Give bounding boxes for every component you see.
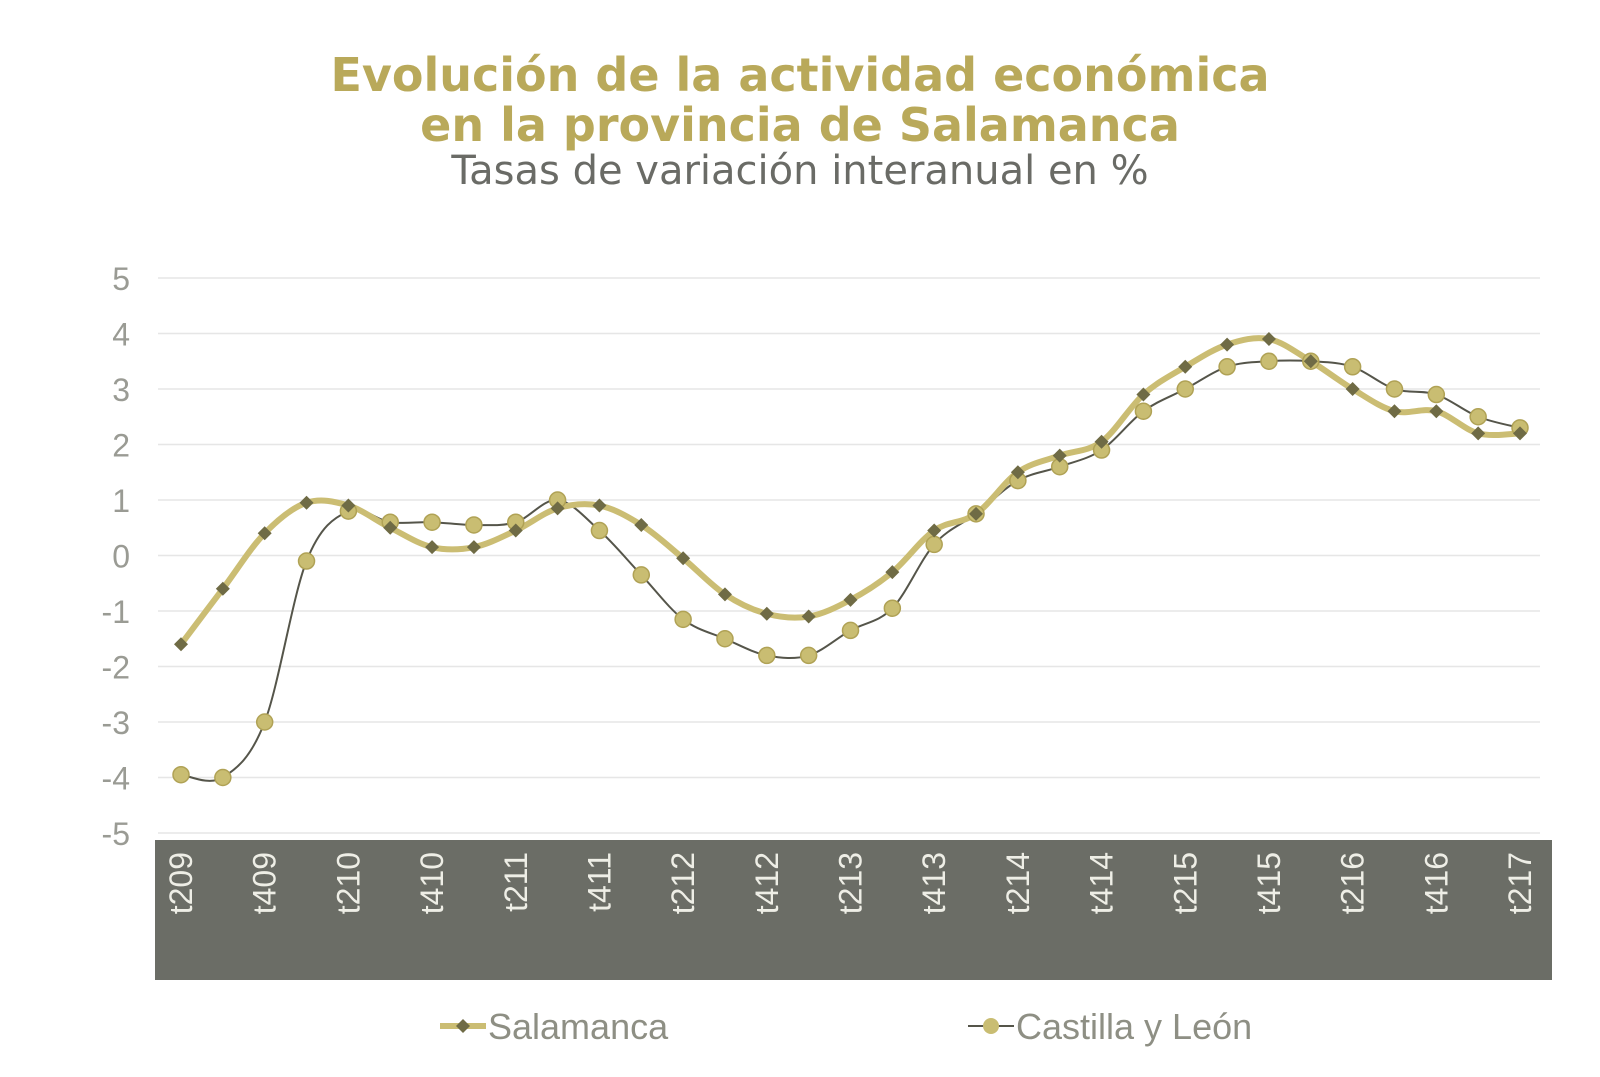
x-tick-label: t415 xyxy=(1251,852,1287,914)
castilla-y-leon-point xyxy=(255,713,274,731)
salamanca-point xyxy=(634,517,649,532)
castilla-y-leon-point xyxy=(423,513,441,531)
legend-label-castilla-y-leon: Castilla y León xyxy=(1016,1006,1252,1047)
castilla-y-leon-point xyxy=(1469,408,1487,426)
salamanca-point xyxy=(425,540,440,555)
castilla-y-leon-point xyxy=(632,566,651,584)
salamanca-point xyxy=(1345,382,1360,396)
x-tick-label: t216 xyxy=(1335,852,1371,914)
salamanca-point xyxy=(1261,332,1276,347)
castilla-y-leon-point xyxy=(1343,358,1362,376)
chart-title-line-2: en la provincia de Salamanca xyxy=(420,98,1180,152)
castilla-y-leon-point xyxy=(1134,402,1153,420)
castilla-y-leon-point xyxy=(841,621,860,640)
x-tick-label: t213 xyxy=(833,852,869,914)
x-tick-label: t214 xyxy=(1000,852,1036,914)
x-tick-label: t413 xyxy=(916,852,952,914)
salamanca-point xyxy=(1387,404,1402,419)
salamanca-point xyxy=(257,526,272,541)
chart-title-line-1: Evolución de la actividad económica xyxy=(330,48,1270,102)
salamanca-point xyxy=(592,498,607,513)
salamanca-point xyxy=(927,523,942,538)
x-tick-label: t212 xyxy=(665,852,701,914)
legend-label-salamanca: Salamanca xyxy=(488,1006,669,1047)
castilla-y-leon-point xyxy=(716,630,734,648)
castilla-y-leon-point xyxy=(1260,352,1278,370)
y-tick-label: 2 xyxy=(112,428,130,464)
salamanca-point xyxy=(1471,426,1486,441)
salamanca-point xyxy=(717,587,732,602)
castilla-y-leon-point xyxy=(1176,380,1194,398)
y-tick-label: -5 xyxy=(102,816,130,852)
salamanca-point xyxy=(215,581,230,596)
castilla-y-leon-point xyxy=(758,646,776,665)
x-tick-label: t410 xyxy=(414,852,450,914)
salamanca-point xyxy=(1010,465,1025,480)
legend-diamond-icon xyxy=(456,1019,470,1033)
salamanca-point xyxy=(1220,337,1235,352)
castilla-y-leon-point xyxy=(799,646,818,665)
castilla-y-leon-point xyxy=(1218,358,1236,376)
y-tick-label: 5 xyxy=(112,261,130,297)
salamanca-point xyxy=(676,551,691,566)
chart-subtitle: Tasas de variación interanual en % xyxy=(451,148,1149,194)
x-tick-label: t217 xyxy=(1502,852,1538,914)
y-tick-label: 1 xyxy=(112,483,130,519)
salamanca-point xyxy=(383,520,398,535)
x-tick-label: t411 xyxy=(581,852,617,912)
salamanca-point xyxy=(801,609,816,624)
castilla-y-leon-point xyxy=(1427,385,1446,404)
series-line-castilla-y-leon xyxy=(180,359,1521,782)
castilla-y-leon-point xyxy=(172,765,190,784)
castilla-y-leon-point xyxy=(590,521,609,540)
castilla-y-leon-point xyxy=(883,599,902,617)
castilla-y-leon-point xyxy=(465,516,483,534)
salamanca-point xyxy=(969,506,984,521)
y-tick-label: -4 xyxy=(102,761,130,797)
salamanca-point xyxy=(174,637,188,652)
y-tick-label: 4 xyxy=(112,317,130,353)
salamanca-point xyxy=(299,495,314,510)
y-tick-label: -1 xyxy=(102,594,130,630)
x-tick-label: t409 xyxy=(247,852,283,914)
salamanca-point xyxy=(1513,426,1527,441)
salamanca-point xyxy=(1303,354,1318,369)
castilla-y-leon-point xyxy=(297,552,316,570)
x-tick-label: t416 xyxy=(1418,852,1454,914)
y-tick-label: 3 xyxy=(112,372,130,408)
y-tick-label: -3 xyxy=(102,705,130,741)
castilla-y-leon-point xyxy=(214,768,232,787)
castilla-y-leon-point xyxy=(1385,380,1404,398)
castilla-y-leon-point xyxy=(674,610,692,629)
salamanca-point xyxy=(1429,404,1444,419)
salamanca-point xyxy=(843,592,858,607)
castilla-y-leon-point xyxy=(925,535,943,554)
salamanca-point xyxy=(1178,359,1193,374)
x-tick-label: t209 xyxy=(163,852,199,914)
salamanca-point xyxy=(885,565,900,580)
x-tick-label: t211 xyxy=(498,852,534,912)
x-tick-label: t414 xyxy=(1084,852,1120,914)
salamanca-point xyxy=(1136,387,1151,402)
y-tick-label: 0 xyxy=(112,539,130,575)
x-axis-band xyxy=(155,840,1552,980)
salamanca-point xyxy=(759,606,774,621)
legend: Salamanca Castilla y León xyxy=(440,1006,1252,1047)
x-tick-label: t412 xyxy=(749,852,785,914)
salamanca-point xyxy=(550,501,565,516)
x-tick-label: t210 xyxy=(330,852,366,914)
salamanca-point xyxy=(1094,434,1109,449)
salamanca-point xyxy=(341,498,356,513)
x-tick-label: t215 xyxy=(1167,852,1203,914)
legend-circle-icon xyxy=(983,1018,999,1034)
salamanca-point xyxy=(466,540,481,555)
salamanca-point xyxy=(1052,448,1067,463)
y-tick-label: -2 xyxy=(102,650,130,686)
salamanca-point xyxy=(508,523,523,538)
